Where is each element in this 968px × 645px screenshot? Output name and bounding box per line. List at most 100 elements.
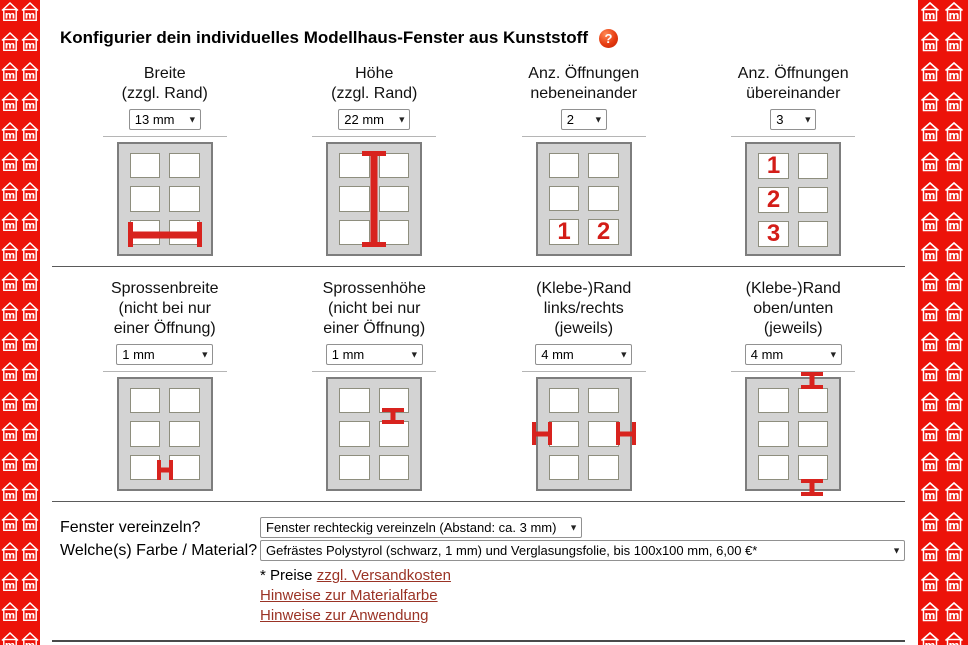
field-label-breite: Breite (zzgl. Rand)	[122, 64, 208, 104]
rand-lr-select[interactable]: 4 mm	[535, 344, 633, 365]
label-line: Sprossenhöhe	[322, 280, 426, 297]
field-label-sprossenbreite: Sprossenbreite (nicht bei nur einer Öffn…	[111, 279, 219, 339]
field-label-openings-horizontal: Anz. Öffnungen nebeneinander	[528, 64, 639, 104]
illustration-hoehe	[312, 136, 437, 256]
vereinzeln-select[interactable]: Fenster rechteckig vereinzeln (Abstand: …	[260, 517, 582, 538]
openings-vertical-select[interactable]: 3	[770, 109, 817, 130]
window-graphic	[745, 372, 842, 496]
house-pattern-icon: m	[918, 0, 968, 645]
window-pane	[378, 421, 410, 447]
window-pane: 2	[758, 187, 789, 213]
hoehe-select[interactable]: 22 mm	[338, 109, 411, 130]
label-line: (zzgl. Rand)	[121, 85, 208, 102]
window-pane	[588, 186, 619, 211]
label-line: (zzgl. Rand)	[331, 85, 418, 102]
config-cell-sprossenhoehe: Sprossenhöhe (nicht bei nur einer Öffnun…	[312, 279, 437, 491]
house-pattern-icon: m	[0, 0, 40, 645]
material-select[interactable]: Gefrästes Polystyrol (schwarz, 1 mm) und…	[260, 540, 905, 561]
label-line: (jeweils)	[554, 320, 614, 337]
opening-number: 1	[557, 218, 571, 245]
hoehe-select-wrap: 22 mm ▼	[338, 109, 411, 130]
openings-vertical-select-wrap: 3 ▼	[770, 109, 817, 130]
material-color-link[interactable]: Hinweise zur Materialfarbe	[260, 587, 438, 604]
window-graphic	[116, 377, 213, 491]
window-pane: 2	[588, 219, 619, 245]
window-pane	[548, 421, 580, 447]
config-cell-rand-links-rechts: (Klebe-)Rand links/rechts (jeweils) 4 mm…	[521, 279, 646, 491]
rand-ou-select-wrap: 4 mm ▼	[744, 344, 842, 365]
label-line: Sprossenbreite	[110, 280, 219, 297]
label-line: links/rechts	[543, 300, 624, 317]
field-label-openings-vertical: Anz. Öffnungen übereinander	[738, 64, 849, 104]
decor-band-right: m	[918, 0, 968, 645]
window-pane	[129, 153, 161, 179]
openings-horizontal-select[interactable]: 2	[560, 109, 607, 130]
material-select-wrap: Gefrästes Polystyrol (schwarz, 1 mm) und…	[260, 540, 905, 561]
sprossenbreite-select-wrap: 1 mm ▼	[116, 344, 214, 365]
section-divider	[52, 266, 905, 267]
window-pane	[797, 221, 829, 247]
window-pane: 1	[758, 153, 789, 179]
opening-number: 1	[766, 152, 781, 179]
illustration-sprossenhoehe	[312, 371, 437, 491]
window-pane	[129, 421, 161, 447]
material-label: Welche(s) Farbe / Material?	[60, 541, 258, 559]
page-title: Konfigurier dein individuelles Modellhau…	[60, 28, 588, 47]
label-line: oben/unten	[753, 300, 834, 317]
config-cell-openings-vertical: Anz. Öffnungen übereinander 3 ▼ 1 2 3	[731, 64, 856, 256]
window-pane	[588, 454, 619, 480]
window-frame	[116, 142, 213, 256]
window-pane	[169, 388, 200, 414]
window-pane	[797, 388, 829, 414]
illustration-openings-vertical: 1 2 3	[731, 136, 856, 256]
shipping-costs-link[interactable]: zzgl. Versandkosten	[316, 567, 451, 584]
sprossenbreite-select[interactable]: 1 mm	[116, 344, 214, 365]
label-line: (nicht bei nur	[328, 300, 421, 317]
width-measure-marker	[127, 222, 202, 247]
illustration-openings-horizontal: 1 2	[521, 136, 646, 256]
opening-number: 2	[596, 218, 611, 245]
help-icon[interactable]: ?	[599, 28, 618, 48]
field-label-rand-links-rechts: (Klebe-)Rand links/rechts (jeweils)	[536, 279, 631, 339]
label-line: übereinander	[746, 85, 841, 102]
window-pane	[548, 186, 580, 211]
rand-ou-select[interactable]: 4 mm	[744, 344, 842, 365]
window-pane	[758, 388, 789, 414]
opening-number: 3	[766, 220, 781, 247]
window-pane	[548, 388, 580, 414]
window-graphic	[531, 377, 636, 491]
window-pane	[797, 187, 829, 213]
opening-number: 2	[766, 186, 781, 213]
notes: * Preise zzgl. Versandkosten Hinweise zu…	[260, 566, 918, 626]
window-frame: 1 2 3	[745, 142, 842, 256]
window-pane	[169, 153, 200, 179]
top-border-marker	[801, 372, 824, 389]
window-pane	[129, 388, 161, 414]
label-line: Höhe	[355, 65, 394, 82]
window-pane	[797, 454, 829, 480]
field-label-sprossenhoehe: Sprossenhöhe (nicht bei nur einer Öffnun…	[323, 279, 426, 339]
window-frame: 1 2	[535, 142, 632, 256]
label-line: (Klebe-)Rand	[536, 280, 632, 297]
sprossenhoehe-select-wrap: 1 mm ▼	[325, 344, 423, 365]
material-color-note: Hinweise zur Materialfarbe	[260, 586, 918, 606]
usage-link[interactable]: Hinweise zur Anwendung	[260, 607, 429, 624]
rand-lr-select-wrap: 4 mm ▼	[535, 344, 633, 365]
right-border-marker	[615, 422, 636, 445]
window-graphic	[326, 377, 423, 491]
window-pane	[758, 421, 789, 447]
window-pane	[339, 454, 370, 480]
breite-select[interactable]: 13 mm	[128, 109, 201, 130]
label-line: einer Öffnung)	[323, 320, 426, 337]
window-pane	[169, 421, 200, 447]
window-graphic	[116, 142, 213, 256]
illustration-breite	[102, 136, 227, 256]
material-row: Welche(s) Farbe / Material? Gefrästes Po…	[60, 540, 918, 561]
label-line: (nicht bei nur	[118, 300, 212, 317]
config-row-2: Sprossenbreite (nicht bei nur einer Öffn…	[60, 279, 898, 496]
window-pane	[548, 454, 580, 480]
sprossenhoehe-select[interactable]: 1 mm	[325, 344, 423, 365]
section-divider	[52, 501, 905, 502]
window-graphic: 1 2 3	[745, 142, 842, 256]
breite-select-wrap: 13 mm ▼	[128, 109, 201, 130]
